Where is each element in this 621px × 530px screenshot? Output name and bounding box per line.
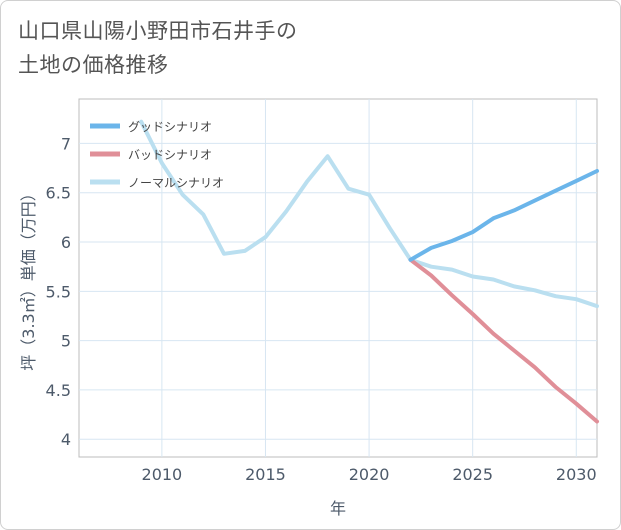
x-tick-label: 2025	[452, 465, 493, 484]
grid-lines	[79, 99, 597, 457]
legend-label: グッドシナリオ	[128, 120, 212, 134]
y-tick-label: 5.5	[46, 282, 71, 301]
legend-label: バッドシナリオ	[128, 148, 212, 162]
x-axis-title: 年	[330, 499, 346, 518]
chart-title: 山口県山陽小野田市石井手の 土地の価格推移	[18, 14, 298, 82]
series-line	[139, 119, 599, 309]
series-line	[408, 169, 599, 262]
title-line-1: 山口県山陽小野田市石井手の	[18, 19, 298, 43]
x-axis-ticks: 2010 2015 2020 2025 2030	[142, 465, 597, 484]
y-tick-label: 4	[61, 430, 71, 449]
series-line	[408, 257, 599, 424]
x-tick-label: 2030	[556, 465, 597, 484]
plot-area	[78, 98, 598, 458]
y-tick-label: 4.5	[46, 381, 71, 400]
y-tick-label: 6.5	[46, 184, 71, 203]
y-tick-label: 6	[61, 233, 71, 252]
y-tick-label: 7	[61, 134, 71, 153]
series-lines	[139, 119, 599, 424]
x-tick-label: 2020	[349, 465, 390, 484]
x-tick-label: 2010	[142, 465, 183, 484]
title-line-2: 土地の価格推移	[18, 53, 169, 77]
legend-label: ノーマルシナリオ	[128, 176, 224, 190]
y-axis-title: 坪（3.3㎡）単価（万円）	[19, 185, 38, 370]
x-tick-label: 2015	[245, 465, 286, 484]
y-axis-ticks: 4 4.5 5 5.5 6 6.5 7	[46, 134, 71, 449]
y-tick-label: 5	[61, 332, 71, 351]
